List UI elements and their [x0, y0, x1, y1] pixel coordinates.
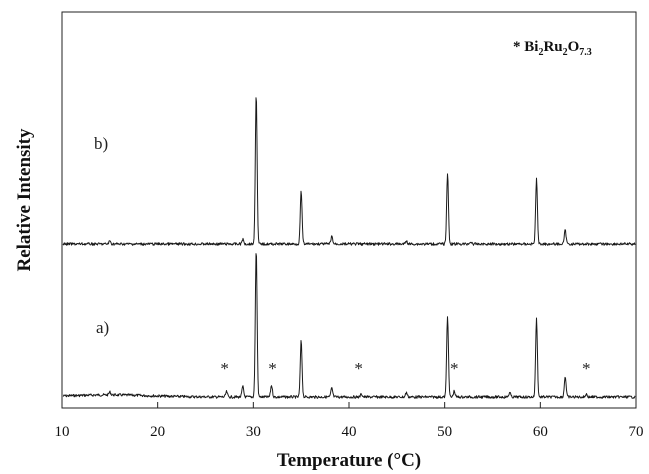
x-axis-title: Temperature (°C)	[277, 450, 421, 471]
plot-frame	[61, 11, 637, 409]
xrd-trace-b	[62, 97, 636, 246]
x-tick-label: 60	[533, 424, 548, 440]
trace-label-b: b)	[94, 134, 108, 153]
impurity-star-marker: *	[268, 359, 277, 378]
x-tick-label: 10	[55, 424, 70, 440]
trace-label-a: a)	[96, 318, 109, 337]
legend-impurity-phase: * Bi2Ru2O7.3	[513, 39, 592, 58]
impurity-star-marker: *	[582, 359, 591, 378]
y-axis-title: Relative Intensity	[14, 128, 35, 272]
x-tick-label: 20	[150, 424, 165, 440]
x-tick-label: 40	[342, 424, 357, 440]
x-tick-label: 70	[629, 424, 644, 440]
x-tick-label: 30	[246, 424, 261, 440]
impurity-star-marker: *	[450, 359, 459, 378]
phase-markers: * * * * *	[220, 359, 590, 378]
x-tick-label: 50	[437, 424, 452, 440]
x-axis-ticks: 10 20 30 40 50 60 70	[55, 402, 644, 440]
impurity-star-marker: *	[354, 359, 363, 378]
traces	[62, 97, 636, 399]
impurity-star-marker: *	[220, 359, 229, 378]
xrd-trace-a	[62, 253, 636, 399]
trace-labels: a) b)	[94, 134, 109, 337]
